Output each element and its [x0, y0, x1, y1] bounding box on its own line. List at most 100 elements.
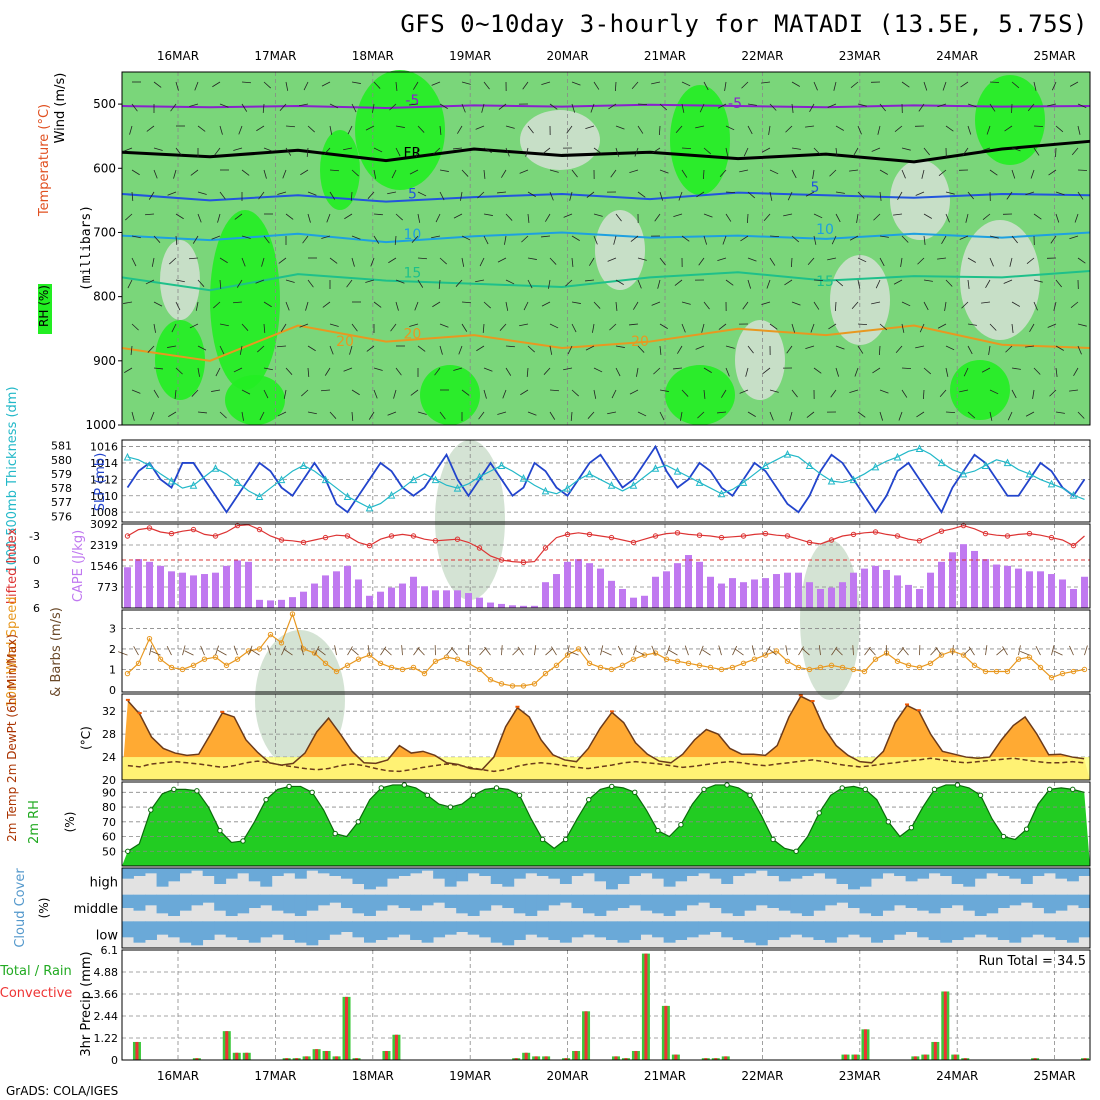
wind-barb	[212, 81, 221, 88]
bottom-date-tick: 24MAR	[936, 1069, 978, 1083]
wind-barb	[455, 279, 463, 287]
wind-barb	[607, 411, 617, 415]
temp-tick: 24	[102, 751, 116, 764]
cloud-cell	[744, 894, 757, 911]
cape-bar	[993, 564, 1000, 608]
cloud-cell	[1078, 894, 1091, 908]
cloud-cell	[836, 921, 849, 938]
wind-barb	[703, 147, 712, 155]
precip-conv-bar	[644, 953, 648, 1060]
surface-wind-barb	[666, 645, 671, 656]
wind-barb	[478, 411, 485, 420]
rh-patch	[665, 365, 735, 425]
rh2m-point	[1023, 826, 1030, 832]
cloud-cell	[502, 921, 515, 946]
cloud-cell	[721, 921, 734, 938]
wind-barb	[769, 257, 776, 266]
wind-barb	[835, 345, 845, 350]
wind-barb	[615, 367, 621, 377]
wind-point	[267, 631, 274, 638]
wind-barb	[307, 367, 310, 378]
surface-wind-barb	[284, 649, 293, 656]
wind-barb	[915, 191, 925, 196]
wind-barb	[681, 147, 692, 150]
rh-patch	[960, 220, 1040, 340]
surface-wind-barb	[545, 648, 554, 656]
wind-barb	[549, 389, 560, 392]
surface-wind-barb	[617, 645, 623, 656]
cloud-cell	[467, 894, 480, 916]
wind-point	[300, 646, 307, 652]
cloud-cell	[675, 921, 688, 940]
wind-point	[850, 666, 857, 673]
surface-wind-barb	[417, 647, 425, 656]
pressure-tick: 800	[93, 290, 116, 304]
lifted-point	[520, 559, 527, 566]
wind-barb	[1004, 125, 1013, 132]
cloud-cell	[294, 868, 307, 879]
wind-barb	[153, 301, 163, 307]
wind-barb	[542, 147, 551, 154]
wind-barb	[857, 279, 861, 289]
surface-wind-barb	[930, 647, 938, 656]
wind-barb	[373, 389, 378, 399]
wind-point	[1004, 668, 1011, 675]
wind-barb	[1077, 125, 1081, 135]
wind-barb	[279, 103, 287, 111]
wind-barb	[791, 323, 796, 333]
precip-conv-bar	[315, 1049, 319, 1060]
wind-barb	[835, 213, 841, 223]
wind-barb	[787, 191, 793, 201]
surface-wind-barb	[133, 646, 139, 656]
cloud-cell	[237, 868, 250, 874]
cloud-cell	[375, 868, 388, 887]
precip-conv-bar	[943, 991, 947, 1060]
wind-barb	[923, 147, 930, 156]
wind-barb	[521, 235, 529, 243]
wind-point	[245, 648, 252, 654]
wind-point	[674, 658, 681, 664]
rh-patch	[520, 110, 600, 170]
wind-barb	[283, 389, 287, 399]
isotherm-label: FR	[404, 146, 422, 162]
cape-bar	[938, 561, 945, 608]
wind-barb	[673, 213, 683, 218]
wind-barb	[256, 125, 265, 132]
cape-bar	[465, 593, 472, 608]
wind-barb	[505, 213, 513, 221]
wind-barb	[541, 235, 551, 238]
wind-barb	[1055, 345, 1064, 351]
isotherm-label: 5	[811, 180, 820, 196]
cloud-cell	[375, 921, 388, 940]
wind-barb	[414, 301, 419, 311]
wind-barb	[372, 103, 375, 113]
wind-barb	[637, 191, 646, 198]
precip-conv-bar	[195, 1058, 199, 1060]
precip-conv-bar	[245, 1052, 249, 1060]
cloud-cell	[248, 894, 261, 908]
cloud-cell	[928, 868, 941, 874]
surface-wind-barb	[651, 645, 656, 656]
wind-barb	[919, 323, 925, 333]
cloud-cell	[294, 921, 307, 943]
wind-barb	[747, 103, 757, 106]
cloud-cell	[640, 921, 653, 935]
wind-barb	[549, 169, 559, 173]
wind-barb	[522, 81, 529, 90]
wind-barb	[813, 301, 820, 310]
wind-barb	[461, 301, 472, 304]
wind-barb	[1051, 81, 1057, 91]
wind-barb	[417, 411, 427, 415]
wind-barb	[329, 191, 336, 200]
pressure-tick: 900	[93, 354, 116, 368]
wind-barb	[263, 169, 267, 179]
wind-barb	[813, 235, 817, 245]
cloud-cell	[525, 921, 538, 935]
wind-barb	[505, 345, 516, 348]
wind-barb	[901, 147, 911, 151]
wind-point	[608, 666, 615, 673]
wind-barb	[460, 191, 463, 201]
wind-barb	[967, 103, 977, 108]
wind-barb	[175, 279, 185, 283]
wind-barb	[967, 257, 976, 263]
